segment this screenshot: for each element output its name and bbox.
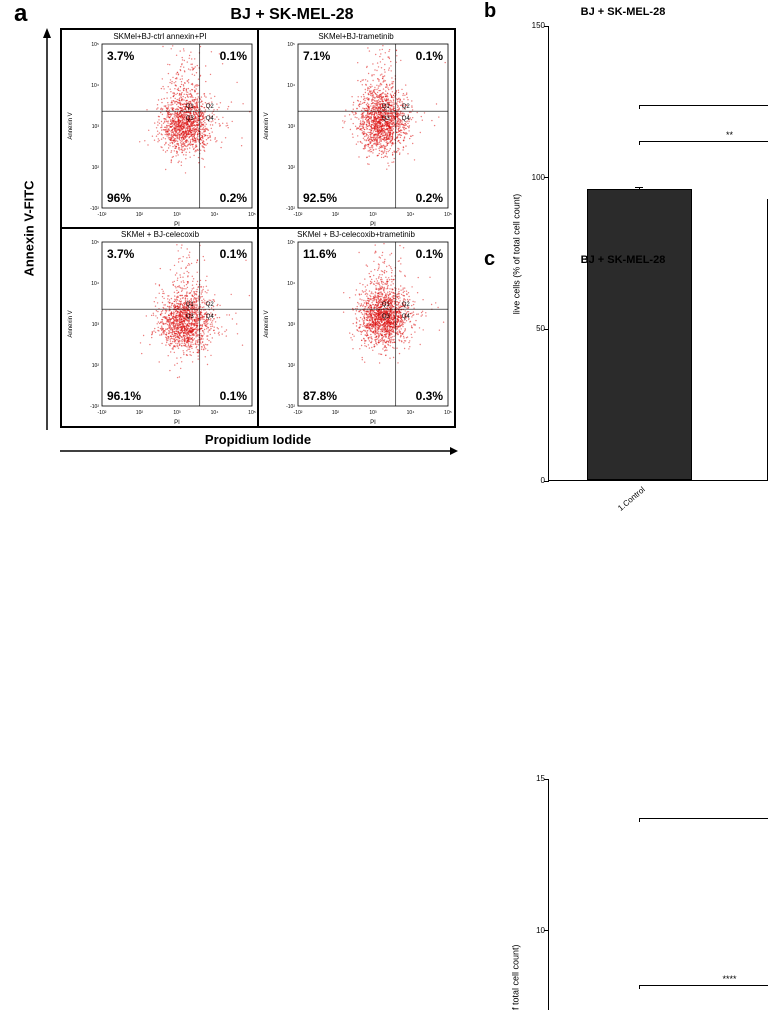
svg-text:10⁵: 10⁵ xyxy=(91,240,99,246)
svg-text:10⁴: 10⁴ xyxy=(287,83,295,89)
svg-text:Q3: Q3 xyxy=(186,314,195,320)
scatter-plot: Q1Q2Q3Q43.7%0.1%96%0.2%Annexin VPI-10²-1… xyxy=(62,30,258,228)
panel-a-yaxis: Annexin V-FITC xyxy=(22,28,36,428)
panel-c-title: BJ + SK-MEL-28 xyxy=(508,254,738,266)
panel-c-plot: 0510151.Control2.Trametinib3.Celecoxib4.… xyxy=(548,779,768,1010)
svg-text:96.1%: 96.1% xyxy=(107,389,141,403)
quadrant-title: SKMel + BJ-celecoxib xyxy=(62,230,258,239)
svg-text:Q2: Q2 xyxy=(206,302,215,308)
quadrant-title: SKMel + BJ-celecoxib+trametinib xyxy=(258,230,454,239)
scatter-quadrant: SKMel+BJ-ctrl annexin+PI Q1 Q2 Q3 Q4 3.7% 0.1%… xyxy=(62,30,258,228)
svg-text:10⁵: 10⁵ xyxy=(248,410,256,416)
svg-text:-10²: -10² xyxy=(286,206,295,212)
svg-text:PI: PI xyxy=(174,420,180,426)
panel-b-letter: b xyxy=(484,0,496,23)
scatter-plot: Q1Q2Q3Q47.1%0.1%92.5%0.2%Annexin VPI-10²… xyxy=(258,30,454,228)
svg-text:10⁴: 10⁴ xyxy=(211,212,219,218)
svg-text:10³: 10³ xyxy=(173,212,181,218)
panel-a-letter: a xyxy=(14,0,27,28)
panel-a-title: BJ + SK-MEL-28 xyxy=(132,6,452,24)
ytick-label: 50 xyxy=(521,324,545,333)
ytick-label: 0 xyxy=(521,476,545,485)
svg-text:0.1%: 0.1% xyxy=(416,49,444,63)
svg-text:10³: 10³ xyxy=(173,410,181,416)
scatter-quadrant: SKMel+BJ-trametinib Q1 Q2 Q3 Q4 7.1% 0.1% 92.5%… xyxy=(258,30,454,228)
svg-text:10⁴: 10⁴ xyxy=(407,212,415,218)
bar xyxy=(587,189,692,480)
svg-text:0.1%: 0.1% xyxy=(220,389,248,403)
panel-a-xarrow xyxy=(60,444,458,458)
svg-text:10²: 10² xyxy=(332,212,340,218)
svg-text:Q1: Q1 xyxy=(186,104,195,110)
svg-text:-10²: -10² xyxy=(90,404,99,410)
svg-text:10²: 10² xyxy=(136,410,144,416)
svg-text:10⁵: 10⁵ xyxy=(91,42,99,48)
svg-text:10⁴: 10⁴ xyxy=(211,410,219,416)
svg-text:-10²: -10² xyxy=(90,206,99,212)
svg-text:10³: 10³ xyxy=(92,124,100,130)
svg-text:Q1: Q1 xyxy=(382,104,391,110)
svg-text:10⁵: 10⁵ xyxy=(287,42,295,48)
svg-text:Q3: Q3 xyxy=(382,116,391,122)
svg-text:0.1%: 0.1% xyxy=(220,247,248,261)
scatter-plot: Q1 Q2 Q3 Q4 3.7% 0.1% 96.1% 0.1% Annexin V PI -10²… xyxy=(62,228,258,426)
svg-text:10²: 10² xyxy=(92,363,100,369)
svg-text:10⁵: 10⁵ xyxy=(444,212,452,218)
svg-text:96%: 96% xyxy=(107,191,131,205)
svg-text:10³: 10³ xyxy=(369,212,377,218)
panel-a-grid: SKMel+BJ-ctrl annexin+PI Q1 Q2 Q3 Q4 3.7% 0.1%… xyxy=(60,28,456,428)
svg-text:0.2%: 0.2% xyxy=(220,191,248,205)
svg-text:Q2: Q2 xyxy=(206,104,215,110)
svg-text:Q3: Q3 xyxy=(186,116,195,122)
xtick-label: 1.Control xyxy=(571,485,647,551)
scatter-quadrant: SKMel + BJ-celecoxib+trametinibQ1Q2Q3Q41… xyxy=(258,228,454,426)
panel-a-yarrow xyxy=(40,28,54,430)
svg-text:Q4: Q4 xyxy=(402,116,411,122)
svg-text:0.1%: 0.1% xyxy=(220,49,248,63)
svg-text:Annexin V: Annexin V xyxy=(68,310,74,337)
svg-text:0.2%: 0.2% xyxy=(416,191,444,205)
svg-text:-10²: -10² xyxy=(98,410,107,416)
page: a BJ + SK-MEL-28 Annexin V-FITC SKMel+BJ… xyxy=(0,0,768,505)
svg-text:-10²: -10² xyxy=(98,212,107,218)
significance-label: **** xyxy=(715,974,745,984)
xtick-label: 2.Trametinib xyxy=(751,485,768,551)
panel-b-title: BJ + SK-MEL-28 xyxy=(508,6,738,18)
panel-c-ylabel: cell death (% of total cell count) xyxy=(511,944,521,1010)
svg-text:10³: 10³ xyxy=(288,124,296,130)
ytick-label: 15 xyxy=(521,774,545,783)
scatter-quadrant: SKMel + BJ-celecoxib Q1 Q2 Q3 Q4 3.7% 0.1% 96.1… xyxy=(62,228,258,426)
svg-text:3.7%: 3.7% xyxy=(107,247,135,261)
panel-c-letter: c xyxy=(484,248,495,271)
svg-text:Q2: Q2 xyxy=(402,104,411,110)
svg-text:Q4: Q4 xyxy=(206,314,215,320)
svg-text:10²: 10² xyxy=(92,165,100,171)
svg-text:Q4: Q4 xyxy=(206,116,215,122)
ytick-label: 100 xyxy=(521,173,545,182)
quadrant-title: SKMel+BJ-trametinib xyxy=(258,32,454,41)
ytick-label: 150 xyxy=(521,21,545,30)
ytick-label: 10 xyxy=(521,926,545,935)
significance-label: ** xyxy=(715,130,745,140)
svg-text:10³: 10³ xyxy=(92,322,100,328)
svg-text:10⁴: 10⁴ xyxy=(91,281,99,287)
svg-text:7.1%: 7.1% xyxy=(303,49,331,63)
svg-text:10⁴: 10⁴ xyxy=(91,83,99,89)
panel-c-chart: cell death (% of total cell count) 05101… xyxy=(508,775,768,1010)
svg-text:10⁵: 10⁵ xyxy=(248,212,256,218)
scatter-plot: Q1Q2Q3Q411.6%0.1%87.8%0.3%Annexin VPI-10… xyxy=(258,228,454,426)
svg-text:3.7%: 3.7% xyxy=(107,49,135,63)
svg-text:Annexin V: Annexin V xyxy=(68,112,74,139)
svg-text:10²: 10² xyxy=(288,165,296,171)
svg-text:10²: 10² xyxy=(136,212,144,218)
quadrant-title: SKMel+BJ-ctrl annexin+PI xyxy=(62,32,258,41)
svg-text:Q1: Q1 xyxy=(186,302,195,308)
svg-text:Annexin V: Annexin V xyxy=(264,112,270,139)
svg-text:92.5%: 92.5% xyxy=(303,191,337,205)
panel-b-chart: live cells (% of total cell count) 05010… xyxy=(508,22,768,527)
svg-text:-10²: -10² xyxy=(294,212,303,218)
